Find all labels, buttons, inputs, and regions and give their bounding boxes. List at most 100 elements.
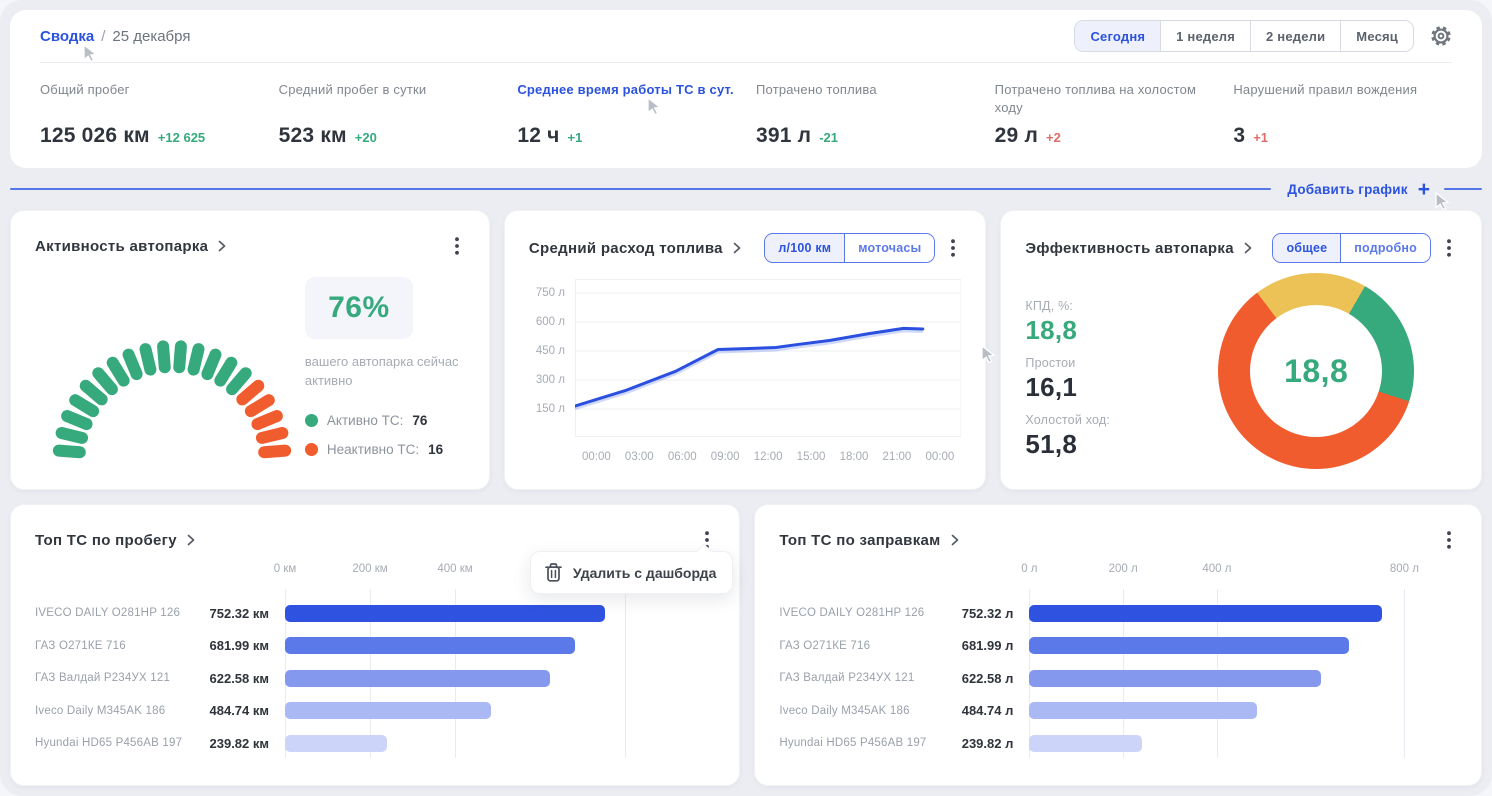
fleet-efficiency-card: Эффективность автопарка общее подробно КП… — [1000, 210, 1483, 490]
kpi-label[interactable]: Общий пробег — [40, 82, 130, 97]
vehicle-name: ГАЗ Валдай P234УХ 121 — [35, 672, 171, 685]
fuel-line-chart: 750 л 600 л 450 л 300 л 150 л — [529, 279, 962, 442]
x-tick-label: 06:00 — [667, 451, 697, 463]
kpi: Общий пробег 125 026 км +12 625 — [40, 81, 259, 148]
line-plot[interactable] — [573, 279, 962, 437]
plus-icon[interactable]: + — [1417, 177, 1430, 201]
legend-dot-icon — [304, 413, 318, 427]
bar[interactable] — [285, 734, 387, 752]
card-title-efficiency[interactable]: Эффективность автопарка — [1025, 239, 1234, 257]
table-row: IVECO DAILY O281HP 126 752.32 км — [35, 597, 715, 630]
stat-value: 18,8 — [1025, 314, 1078, 345]
card-menu-button[interactable] — [1441, 235, 1457, 261]
bar[interactable] — [1029, 637, 1350, 655]
axis-label: 0 км — [273, 563, 297, 575]
vehicle-name: IVECO DAILY O281HP 126 — [35, 607, 181, 620]
kpi-label[interactable]: Нарушений правил вождения — [1233, 82, 1418, 97]
bar[interactable] — [285, 702, 491, 720]
card-menu-button[interactable] — [945, 235, 961, 261]
card-menu-button[interactable] — [1441, 527, 1457, 553]
kpi-row: Общий пробег 125 026 км +12 625 Средний … — [40, 63, 1452, 148]
add-chart-row: Добавить график + — [10, 168, 1482, 210]
vehicle-value: 622.58 л — [961, 670, 1014, 686]
vehicle-value: 681.99 км — [209, 638, 270, 654]
activity-gauge — [47, 291, 297, 479]
efficiency-donut-chart[interactable]: 18,8 — [1218, 273, 1415, 469]
chevron-right-icon[interactable] — [733, 242, 741, 254]
axis-label: 400 км — [437, 563, 473, 575]
bar[interactable] — [285, 669, 550, 687]
kpi: Средний пробег в сутки 523 км +20 — [279, 81, 498, 148]
range-button-Месяц[interactable]: Месяц — [1340, 21, 1413, 51]
card-title-top-refuel[interactable]: Топ ТС по заправкам — [779, 531, 941, 549]
axis-label: 0 л — [1021, 563, 1038, 575]
legend-value: 16 — [428, 441, 444, 457]
card-title-top-mileage[interactable]: Топ ТС по пробегу — [35, 531, 177, 549]
bar-track — [1029, 669, 1404, 687]
kpi-label[interactable]: Среднее время работы ТС в сут. — [517, 82, 734, 97]
kpi-value: 125 026 км — [40, 124, 150, 147]
vehicle-value: 681.99 л — [961, 638, 1014, 654]
toggle-option-л/100 км[interactable]: л/100 км — [765, 234, 845, 262]
breadcrumb-date: 25 декабря — [112, 27, 191, 45]
context-menu-remove-from-dashboard[interactable]: Удалить с дашборда — [529, 551, 734, 594]
y-tick-label: 450 л — [535, 345, 565, 357]
toggle-option-подробно[interactable]: подробно — [1340, 234, 1431, 262]
vehicle-name: ГАЗ O271КЕ 716 — [35, 639, 126, 652]
kpi-label[interactable]: Средний пробег в сутки — [278, 82, 427, 97]
bar[interactable] — [285, 604, 605, 622]
efficiency-stat: КПД, %: 18,8 — [1025, 299, 1175, 346]
kpi-delta: +20 — [354, 130, 377, 145]
efficiency-view-toggle: общее подробно — [1272, 233, 1432, 263]
range-button-2 недели[interactable]: 2 недели — [1250, 21, 1340, 51]
bar[interactable] — [1029, 604, 1382, 622]
stat-label: КПД, %: — [1025, 298, 1074, 313]
card-title-activity[interactable]: Активность автопарка — [35, 237, 209, 255]
kpi: Среднее время работы ТС в сут. 12 ч +1 — [517, 81, 736, 148]
range-button-Сегодня[interactable]: Сегодня — [1075, 21, 1161, 51]
trash-icon — [545, 563, 562, 582]
chevron-right-icon[interactable] — [1244, 242, 1252, 254]
x-tick-label: 00:00 — [581, 451, 611, 463]
vehicle-name: Iveco Daily M345AK 186 — [35, 704, 166, 717]
bar[interactable] — [285, 637, 575, 655]
chevron-right-icon[interactable] — [951, 534, 959, 546]
chevron-right-icon[interactable] — [187, 534, 195, 546]
fuel-consumption-card: Средний расход топлива л/100 км моточасы … — [503, 210, 987, 490]
kpi-label[interactable]: Потрачено топлива на холостом ходу — [994, 82, 1197, 115]
kpi-label[interactable]: Потрачено топлива — [756, 82, 877, 97]
active-percent-badge: 76% — [304, 277, 413, 339]
bar[interactable] — [1029, 702, 1257, 720]
fuel-unit-toggle: л/100 км моточасы — [764, 233, 936, 263]
range-button-1 неделя[interactable]: 1 неделя — [1160, 21, 1250, 51]
vehicle-value: 752.32 л — [961, 605, 1014, 621]
toggle-option-общее[interactable]: общее — [1273, 234, 1341, 262]
divider-line — [1444, 188, 1482, 190]
chevron-right-icon[interactable] — [218, 240, 226, 252]
axis-label: 800 л — [1389, 563, 1419, 575]
x-tick-label: 00:00 — [925, 451, 955, 463]
bar[interactable] — [1029, 734, 1142, 752]
efficiency-stat: Простои 16,1 — [1025, 356, 1175, 403]
breadcrumb-section-link[interactable]: Сводка — [40, 27, 95, 45]
settings-button[interactable] — [1430, 25, 1452, 47]
vehicle-value: 484.74 км — [209, 703, 270, 719]
kpi-value: 29 л — [994, 124, 1038, 147]
card-menu-button[interactable] — [449, 233, 465, 259]
card-title-fuel[interactable]: Средний расход топлива — [528, 239, 723, 257]
legend-item: Неактивно ТС: 16 — [304, 441, 465, 457]
bar[interactable] — [1029, 669, 1322, 687]
kpi-value: 3 — [1233, 124, 1246, 147]
toggle-option-моточасы[interactable]: моточасы — [844, 234, 935, 262]
kpi: Нарушений правил вождения 3 +1 — [1233, 81, 1452, 148]
mileage-bar-chart: 0 км 200 км 400 км IVECO DAILY O281HP 126 … — [35, 563, 715, 760]
table-row: ГАЗ O271КЕ 716 681.99 л — [779, 630, 1457, 663]
bar-track — [1029, 702, 1404, 720]
vehicle-name: ГАЗ O271КЕ 716 — [779, 639, 871, 652]
kebab-icon — [1447, 531, 1451, 549]
add-chart-button[interactable]: Добавить график — [1287, 181, 1408, 197]
table-row: IVECO DAILY O281HP 126 752.32 л — [779, 597, 1457, 630]
x-tick-label: 12:00 — [753, 451, 783, 463]
table-row: Hyundai HD65 P456AB 197 239.82 км — [35, 727, 715, 760]
breadcrumb: Сводка / 25 декабря Сегодня 1 неделя 2 нед… — [40, 10, 1452, 63]
